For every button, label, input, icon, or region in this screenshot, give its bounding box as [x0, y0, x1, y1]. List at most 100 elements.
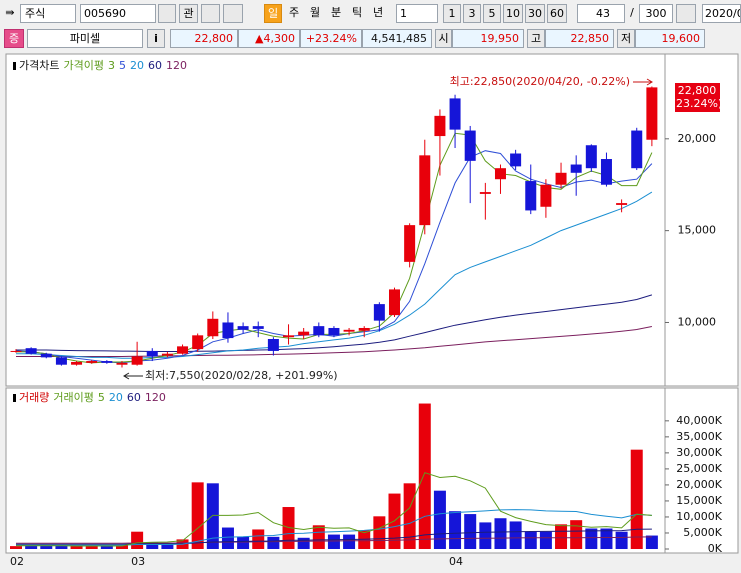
legend-entry: 5	[119, 59, 126, 72]
volume-bar	[206, 483, 219, 549]
period-button[interactable]: 분	[330, 6, 342, 19]
period-button[interactable]: 주	[288, 6, 300, 19]
candle-body	[510, 153, 522, 167]
total-input[interactable]: 300	[639, 4, 673, 23]
candle-body	[358, 327, 370, 331]
y-tick-label: 30,000K	[676, 446, 722, 459]
low-label: 저	[617, 29, 635, 48]
volume-bar	[509, 521, 522, 549]
low-note: 최저:7,550(2020/02/28, +201.99%)	[145, 369, 338, 382]
volume-bar	[479, 522, 492, 549]
rate: +23.24%	[300, 29, 362, 48]
legend-name: 가격차트	[19, 59, 59, 72]
legend-entry: 5	[98, 391, 105, 404]
y-tick-label: 25,000K	[676, 462, 722, 475]
candle-body	[600, 159, 612, 185]
candle-body	[328, 327, 340, 336]
volume-bar	[297, 537, 310, 549]
candle-body	[404, 225, 416, 262]
high-label: 고	[527, 29, 545, 48]
legend-name: 거래량	[19, 391, 49, 404]
volume-panel	[5, 387, 739, 554]
legend-marker	[13, 394, 16, 402]
quick-button[interactable]: 60	[547, 4, 567, 23]
legend-entry: 20	[130, 59, 144, 72]
info-button[interactable]: i	[147, 29, 165, 48]
candle-body	[616, 203, 628, 205]
menu-icon[interactable]: ⇛	[5, 6, 15, 19]
x-tick-label: 03	[131, 555, 145, 568]
volume-bar	[570, 520, 583, 549]
code-input[interactable]: 005690	[80, 4, 156, 23]
quick-button[interactable]: 3	[463, 4, 481, 23]
candle-body	[116, 362, 128, 365]
volume-bar	[524, 531, 537, 549]
button[interactable]: 관	[179, 4, 198, 23]
candle-body	[25, 348, 37, 354]
volume-bar	[252, 529, 265, 549]
candle-body	[449, 98, 461, 130]
volume-bar	[115, 545, 128, 549]
ma-line	[16, 326, 652, 357]
icon-button[interactable]	[676, 4, 696, 23]
market-select[interactable]: 주식	[20, 4, 76, 23]
period-button[interactable]: 틱	[351, 6, 363, 19]
ma-line	[16, 536, 652, 544]
arrow	[123, 372, 143, 380]
candle-body	[161, 353, 173, 356]
legend-entry: 60	[127, 391, 141, 404]
badge-text: (23.24%)	[672, 97, 723, 110]
date-input[interactable]: 2020/0	[702, 4, 741, 23]
volume-bar	[403, 483, 416, 549]
volume-bar	[449, 511, 462, 549]
badge-text: 22,800	[678, 84, 717, 97]
legend-ma-label: 거래이평	[53, 391, 93, 404]
volume-bar	[55, 545, 68, 549]
search-button[interactable]	[158, 4, 176, 23]
y-tick-label: 20,000K	[676, 478, 722, 491]
legend-entry: 120	[145, 391, 166, 404]
count-input[interactable]: 43	[577, 4, 625, 23]
y-tick-label: 15,000K	[676, 494, 722, 507]
icon-button[interactable]	[201, 4, 220, 23]
x-tick-label: 02	[10, 555, 24, 568]
price: 22,800	[170, 29, 238, 48]
candle-body	[146, 350, 158, 357]
quick-button[interactable]: 10	[503, 4, 523, 23]
volume-bar	[131, 531, 144, 549]
quick-button[interactable]: 5	[483, 4, 501, 23]
ma-line	[16, 528, 652, 545]
ma-line	[16, 472, 652, 547]
candle-body	[192, 335, 204, 350]
ma-line	[16, 294, 653, 352]
volume-bar	[555, 524, 568, 549]
candle-body	[267, 339, 279, 351]
volume-bar	[85, 546, 98, 549]
high-note: 최고:22,850(2020/04/20, -0.22%)	[450, 75, 630, 88]
period-button[interactable]: 년	[372, 6, 384, 19]
legend: 거래량 거래이평 5 20 60 120	[19, 391, 166, 404]
volume-bar	[221, 527, 234, 549]
quick-button[interactable]: 1	[443, 4, 461, 23]
candle-body	[86, 361, 98, 363]
flag: 증	[4, 29, 24, 48]
period-button[interactable]: 월	[309, 6, 321, 19]
spin-button[interactable]	[223, 4, 243, 23]
price-panel	[5, 53, 739, 387]
legend-ma-label: 가격이평	[63, 59, 103, 72]
volume-bar	[267, 536, 280, 549]
y-tick-label: 35,000K	[676, 430, 722, 443]
period-button[interactable]: 일	[264, 4, 282, 23]
quick-button[interactable]: 30	[525, 4, 545, 23]
candle-body	[101, 361, 113, 363]
candle-body	[434, 115, 446, 137]
volume-bar	[539, 531, 552, 549]
candle-body	[237, 326, 249, 330]
interval-select[interactable]: 1	[396, 4, 438, 23]
volume: 4,541,485	[362, 29, 432, 48]
candle-body	[631, 130, 643, 169]
volume-bar	[615, 531, 628, 549]
volume-bar	[494, 518, 507, 549]
candle-body	[177, 346, 189, 354]
